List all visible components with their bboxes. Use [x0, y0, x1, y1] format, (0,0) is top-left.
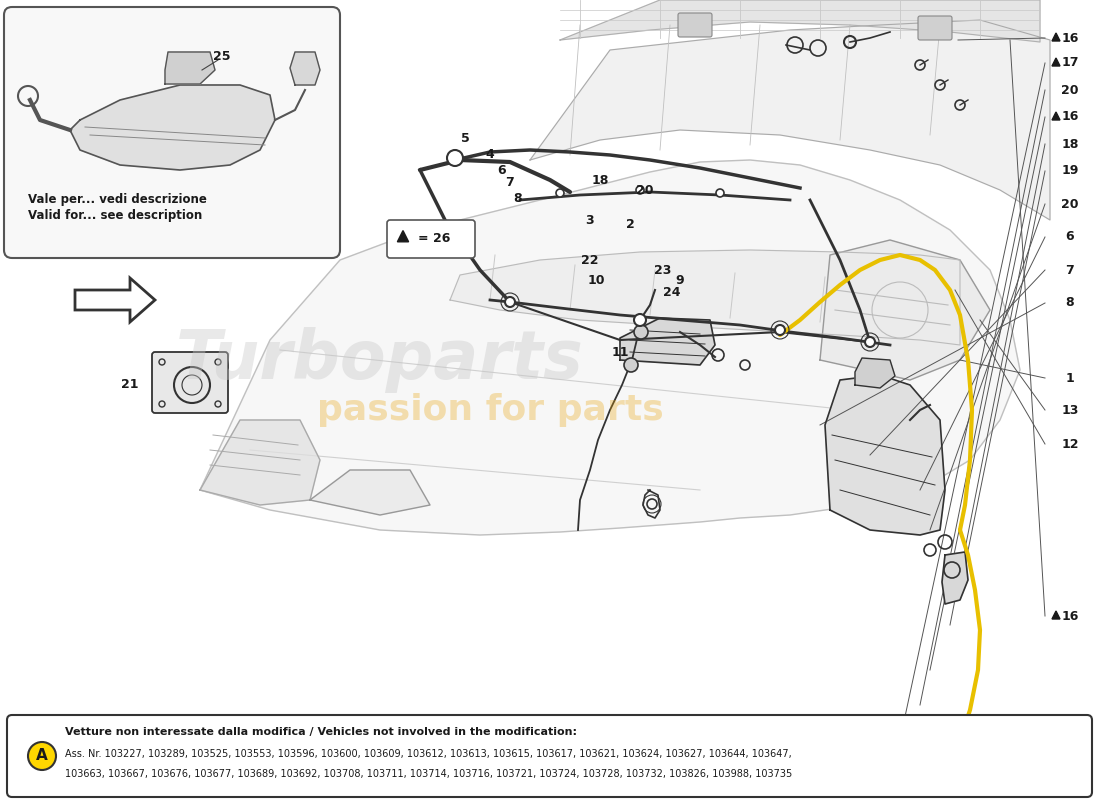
- Text: 7: 7: [1066, 263, 1075, 277]
- Polygon shape: [1052, 58, 1060, 66]
- Polygon shape: [560, 0, 1040, 42]
- Text: 20: 20: [1062, 198, 1079, 210]
- Text: 16: 16: [1062, 31, 1079, 45]
- Text: passion for parts: passion for parts: [317, 393, 663, 427]
- Text: 7: 7: [506, 177, 515, 190]
- Polygon shape: [200, 420, 320, 505]
- Circle shape: [634, 314, 646, 326]
- Circle shape: [634, 325, 648, 339]
- Polygon shape: [165, 52, 214, 84]
- Polygon shape: [450, 250, 960, 345]
- FancyBboxPatch shape: [4, 7, 340, 258]
- Text: 8: 8: [514, 191, 522, 205]
- Text: 20: 20: [636, 183, 653, 197]
- Text: 10: 10: [587, 274, 605, 286]
- Text: 16: 16: [1062, 610, 1079, 622]
- Text: 17: 17: [1062, 57, 1079, 70]
- Text: 4: 4: [485, 149, 494, 162]
- Text: Vetture non interessate dalla modifica / Vehicles not involved in the modificati: Vetture non interessate dalla modifica /…: [65, 727, 578, 737]
- FancyBboxPatch shape: [918, 16, 952, 40]
- Text: 18: 18: [1062, 138, 1079, 150]
- Polygon shape: [620, 318, 715, 365]
- Text: 25: 25: [213, 50, 231, 62]
- Circle shape: [28, 742, 56, 770]
- Polygon shape: [820, 240, 990, 380]
- Circle shape: [865, 337, 874, 347]
- Text: Vale per... vedi descrizione: Vale per... vedi descrizione: [28, 194, 207, 206]
- Polygon shape: [1052, 112, 1060, 120]
- Text: 16: 16: [1062, 110, 1079, 123]
- Text: Ass. Nr. 103227, 103289, 103525, 103553, 103596, 103600, 103609, 103612, 103613,: Ass. Nr. 103227, 103289, 103525, 103553,…: [65, 749, 792, 759]
- Text: 6: 6: [1066, 230, 1075, 243]
- Polygon shape: [825, 375, 945, 535]
- FancyBboxPatch shape: [387, 220, 475, 258]
- Text: Valid for... see description: Valid for... see description: [28, 210, 202, 222]
- Text: 18: 18: [592, 174, 608, 186]
- Polygon shape: [70, 85, 275, 170]
- Polygon shape: [1052, 611, 1060, 619]
- Text: 103663, 103667, 103676, 103677, 103689, 103692, 103708, 103711, 103714, 103716, : 103663, 103667, 103676, 103677, 103689, …: [65, 769, 792, 779]
- FancyBboxPatch shape: [152, 352, 228, 413]
- Text: 8: 8: [1066, 297, 1075, 310]
- Circle shape: [776, 325, 785, 335]
- Text: = 26: = 26: [418, 231, 450, 245]
- Circle shape: [716, 189, 724, 197]
- Polygon shape: [1052, 33, 1060, 41]
- Polygon shape: [397, 230, 408, 242]
- Text: 24: 24: [663, 286, 681, 298]
- Text: 3: 3: [585, 214, 594, 226]
- Polygon shape: [310, 470, 430, 515]
- Text: 23: 23: [654, 263, 672, 277]
- Polygon shape: [942, 552, 968, 604]
- Text: 6: 6: [497, 163, 506, 177]
- Text: 13: 13: [1062, 403, 1079, 417]
- Text: 9: 9: [675, 274, 684, 286]
- Text: 2: 2: [626, 218, 635, 231]
- Text: 5: 5: [461, 131, 470, 145]
- Text: 21: 21: [121, 378, 139, 391]
- Text: 19: 19: [1062, 165, 1079, 178]
- Text: 11: 11: [612, 346, 629, 358]
- Polygon shape: [855, 358, 895, 388]
- Polygon shape: [530, 20, 1050, 220]
- Polygon shape: [290, 52, 320, 85]
- Text: 1: 1: [1066, 371, 1075, 385]
- Text: A: A: [36, 749, 48, 763]
- Text: 12: 12: [1062, 438, 1079, 450]
- Polygon shape: [200, 160, 1020, 535]
- Text: 20: 20: [1062, 83, 1079, 97]
- FancyBboxPatch shape: [7, 715, 1092, 797]
- Circle shape: [505, 297, 515, 307]
- Text: 22: 22: [581, 254, 598, 266]
- FancyBboxPatch shape: [678, 13, 712, 37]
- Circle shape: [556, 189, 564, 197]
- Circle shape: [636, 186, 644, 194]
- Circle shape: [624, 358, 638, 372]
- Text: Turboparts: Turboparts: [176, 327, 584, 393]
- Circle shape: [447, 150, 463, 166]
